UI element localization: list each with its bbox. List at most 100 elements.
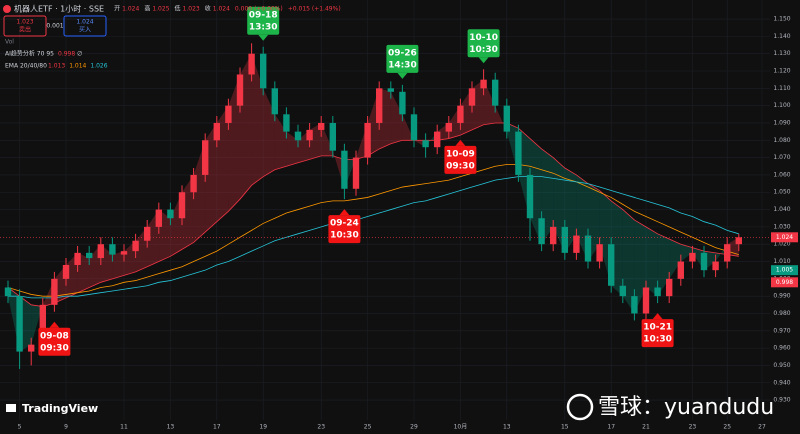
- x-tick-label: 23: [317, 424, 325, 431]
- candle-body: [631, 296, 638, 314]
- candle-body: [677, 261, 684, 279]
- signal-text: 10-09: [446, 149, 475, 159]
- trend-cloud: [715, 244, 728, 262]
- candle-body: [28, 344, 35, 352]
- price-marker-label: 0.998: [776, 279, 793, 286]
- candle-body: [260, 53, 267, 89]
- candle-body: [550, 226, 557, 245]
- signal-text: 10:30: [643, 335, 672, 345]
- candle-body: [178, 192, 186, 219]
- candle-body: [735, 237, 742, 245]
- chart-title: 机器人ETF · 1小时 · SSE: [14, 4, 104, 14]
- signal-box: [247, 6, 280, 35]
- signal-box: [328, 215, 361, 244]
- signal-label: 09-24 10:30: [328, 209, 361, 244]
- trend-cloud: [31, 304, 43, 345]
- sell-button[interactable]: [3, 15, 47, 37]
- grid: [0, 0, 770, 420]
- quote-label: 收: [205, 5, 211, 13]
- candle-body: [480, 79, 487, 89]
- y-tick-label: 0.930: [773, 397, 790, 404]
- change-text: +0.015 (+1.49%): [288, 6, 341, 13]
- y-tick-label: 1.080: [773, 137, 790, 144]
- x-tick-label: 11: [120, 424, 128, 431]
- signal-text: 09:30: [446, 161, 475, 171]
- candle-body: [387, 88, 394, 92]
- candle-body: [167, 209, 174, 219]
- signal-text: 10-10: [469, 33, 498, 43]
- trend-cloud: [646, 226, 658, 297]
- candle-body: [155, 209, 162, 227]
- signal-pointer: [478, 57, 489, 64]
- indicator-value: 0.998: [58, 51, 75, 58]
- y-tick-label: 1.140: [773, 33, 790, 40]
- logo-mark: [6, 404, 16, 412]
- candle-body: [573, 235, 580, 253]
- signal-box: [467, 29, 500, 58]
- candle-body: [503, 105, 510, 132]
- quote-label: 开: [114, 6, 120, 13]
- signal-box: [386, 44, 419, 73]
- candle-body: [410, 114, 418, 141]
- watermark: 雪球：yuandudu: [566, 393, 774, 421]
- x-tick-label: 25: [364, 424, 372, 431]
- candle-body: [16, 296, 23, 352]
- candle-body: [144, 226, 151, 241]
- signal-text: 09-18: [249, 10, 278, 20]
- header: 机器人ETF · 1小时 · SSE 1.023 卖出 0.001 1.024 …: [3, 4, 341, 70]
- y-tick-label: 1.150: [773, 16, 790, 23]
- x-tick-label: 27: [758, 424, 766, 431]
- candle-body: [422, 140, 429, 148]
- candle-body: [236, 74, 244, 106]
- candle-body: [329, 122, 336, 151]
- indicator-label: AI趋势分析 70 95: [5, 50, 54, 58]
- plot: [0, 43, 770, 369]
- candle-body: [724, 244, 731, 262]
- candle-body: [712, 261, 719, 271]
- candle-body: [608, 244, 615, 286]
- quote-value: 1.025: [152, 6, 169, 13]
- candle-body: [584, 235, 592, 262]
- candle-body: [700, 252, 708, 271]
- signal-pointer: [652, 313, 663, 320]
- y-tick-label: 0.940: [773, 379, 790, 386]
- candle-body: [654, 287, 661, 297]
- candle-body: [213, 122, 220, 141]
- signal-box: [38, 327, 71, 356]
- quote-label: 高: [144, 5, 150, 13]
- candle-body: [538, 218, 545, 245]
- indicator-suffix: ∅: [77, 51, 82, 58]
- x-tick-label: 15: [561, 424, 569, 431]
- y-tick-label: 1.020: [773, 241, 790, 248]
- candle-body: [364, 122, 371, 158]
- signal-text: 10:30: [330, 231, 359, 241]
- signal-label: 10-10 10:30: [467, 29, 500, 64]
- candle-body: [492, 79, 499, 106]
- price-axis: 0.9300.9400.9500.9600.9700.9800.9901.000…: [18, 16, 798, 431]
- candle-body: [283, 114, 290, 132]
- candle-body: [619, 285, 626, 297]
- candle-body: [457, 105, 464, 123]
- x-tick-label: 17: [213, 424, 221, 431]
- quote-value: 1.024: [213, 6, 230, 13]
- y-tick-label: 1.130: [773, 50, 790, 57]
- candle-body: [4, 287, 12, 297]
- trend-cloud: [402, 114, 414, 141]
- signal-text: 09-26: [388, 48, 417, 58]
- y-tick-label: 1.100: [773, 102, 790, 109]
- candle-body: [526, 174, 534, 219]
- signal-box: [444, 145, 477, 174]
- change-text: 0.000 (+0.00%): [235, 6, 283, 13]
- signal-label: 10-09 09:30: [444, 139, 477, 174]
- annotations: 09-08 09:30 09-18 13:30 09-24 10:30 09-26 14:30…: [38, 6, 674, 356]
- y-tick-label: 1.060: [773, 171, 790, 178]
- ema-line: [8, 176, 739, 299]
- trend-cloud: [669, 239, 681, 279]
- candle-body: [596, 244, 603, 262]
- y-tick-label: 1.070: [773, 154, 790, 161]
- signal-pointer: [397, 72, 408, 79]
- signal-label: 10-21 10:30: [641, 313, 674, 348]
- buy-button[interactable]: [63, 15, 107, 37]
- candle-body: [376, 88, 383, 123]
